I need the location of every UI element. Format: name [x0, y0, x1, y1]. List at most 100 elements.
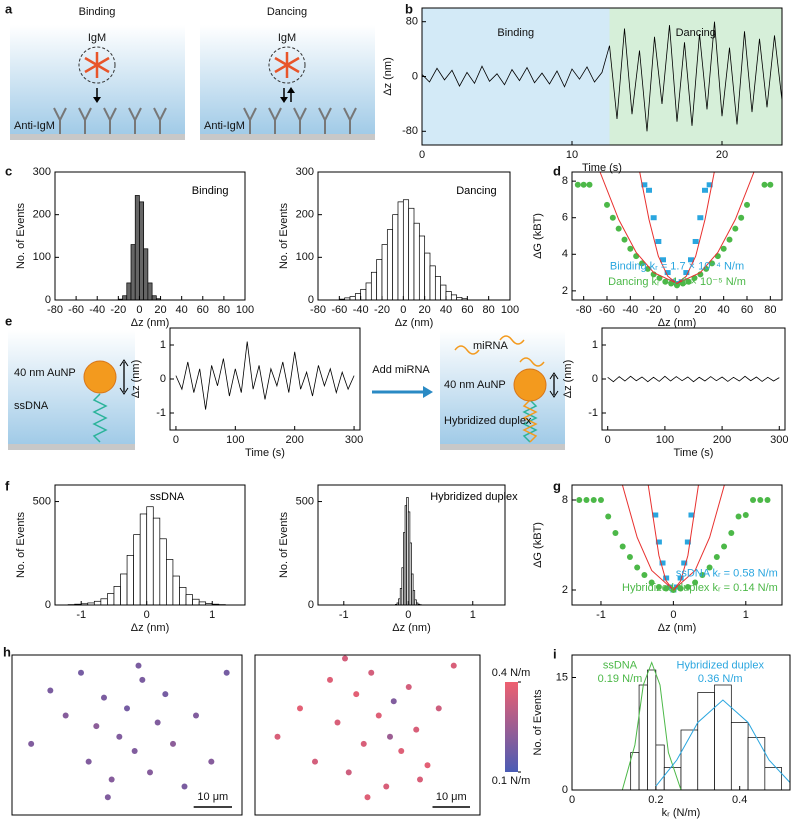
x-tick-label: 0 [419, 149, 425, 161]
x-tick-label: 10 [566, 149, 578, 161]
cell [181, 783, 188, 790]
x-axis-label: Time (s) [245, 447, 285, 459]
point [684, 539, 691, 545]
point [590, 497, 597, 503]
chart: h 10 μm [3, 644, 243, 816]
y-tick-label: 300 [33, 166, 51, 178]
cell [28, 740, 35, 747]
diagram-title: Dancing [267, 6, 307, 18]
cell [297, 705, 303, 712]
y-axis-label: ΔG (kBT) [532, 213, 544, 259]
bar [354, 293, 362, 300]
plot-area [338, 199, 468, 300]
x-tick-label: -60 [68, 304, 84, 316]
point [738, 214, 745, 221]
cell [78, 669, 84, 676]
y-axis-label: No. of Events [15, 511, 27, 578]
point [639, 260, 645, 267]
cell [162, 691, 169, 698]
cell [147, 769, 153, 776]
bar [192, 598, 200, 605]
bar [133, 534, 141, 605]
point [732, 225, 739, 232]
cell [101, 694, 107, 701]
chart: 10 μm 0.4 N/m 0.1 N/m [254, 654, 530, 816]
y-tick-label: 0 [45, 599, 51, 611]
point [688, 512, 695, 518]
x-tick-label: 40 [440, 304, 452, 316]
x-tick-label: 20 [154, 304, 166, 316]
x-axis-label: Δz (nm) [658, 622, 697, 634]
point [634, 564, 641, 571]
frame [169, 327, 361, 431]
point [650, 215, 657, 221]
chart: i 0 0.2 0.4 0 15 kᵣ (N/m) No. of Events ssDNA0.1… [532, 646, 791, 819]
cell [62, 712, 69, 719]
bar [764, 767, 782, 790]
plot-area [395, 497, 422, 605]
bar [139, 201, 145, 300]
bar [126, 554, 134, 605]
bar [680, 729, 699, 790]
bar [159, 538, 167, 605]
bar [730, 722, 749, 790]
point [663, 585, 670, 592]
bar [714, 684, 732, 790]
y-tick-label: 0 [308, 294, 314, 306]
point [688, 257, 694, 263]
y-axis-label: No. of Events [278, 511, 290, 578]
cell [345, 769, 352, 776]
cell [208, 758, 215, 765]
bar [147, 282, 153, 300]
panel-label: g [553, 478, 561, 493]
cell [390, 698, 397, 705]
bar [360, 288, 367, 300]
bar [392, 214, 399, 300]
point [767, 181, 774, 188]
point [597, 497, 604, 503]
fit-curve [621, 661, 682, 790]
cell [417, 776, 423, 783]
point [609, 214, 616, 221]
x-axis-label: kᵣ (N/m) [662, 807, 701, 819]
point [574, 181, 581, 188]
point [641, 182, 648, 188]
y-tick-label: 300 [296, 166, 314, 178]
point [713, 554, 720, 560]
point [586, 181, 593, 188]
chart: 0 100 200 300 -1 0 1 Time (s) Δz (nm) [562, 327, 788, 459]
cell [193, 712, 199, 719]
chart: 0 100 200 300 -1 0 1 Time (s) Δz (nm) [130, 327, 363, 459]
point [699, 572, 706, 578]
panel-label: a [5, 1, 13, 16]
bar [747, 737, 766, 790]
annotation: Binding kᵣ = 1.7 × 10⁻⁴ N/m [610, 261, 744, 273]
frame [54, 484, 246, 606]
x-tick-label: 80 [218, 304, 230, 316]
trace [175, 341, 355, 410]
cell [435, 705, 442, 712]
bar [120, 573, 128, 605]
binding-scheme [10, 25, 185, 140]
panel-label: f [5, 478, 10, 493]
chart: c -80 -60 -40 -20 0 20 40 60 80 100 0 100 200 300 Δz (n… [5, 163, 254, 328]
x-tick-label: -80 [310, 304, 326, 316]
point [604, 201, 610, 208]
bar [630, 752, 640, 790]
annotation: Dancing kᵣ = 1.8 × 10⁻⁵ N/m [608, 276, 746, 288]
point [697, 215, 704, 221]
cell [327, 676, 333, 683]
y-tick-label: 500 [296, 495, 314, 507]
bar [381, 244, 388, 300]
annotation: 0.36 N/m [698, 673, 743, 685]
annotation: Dancing [456, 185, 496, 197]
point [619, 543, 626, 550]
y-tick-label: 0 [562, 784, 568, 796]
region-label: Binding [497, 27, 534, 39]
point [663, 575, 670, 581]
plot-area [28, 662, 230, 801]
cell [364, 794, 371, 801]
point [742, 512, 749, 518]
bar [179, 587, 187, 605]
y-tick-label: -1 [156, 407, 166, 419]
